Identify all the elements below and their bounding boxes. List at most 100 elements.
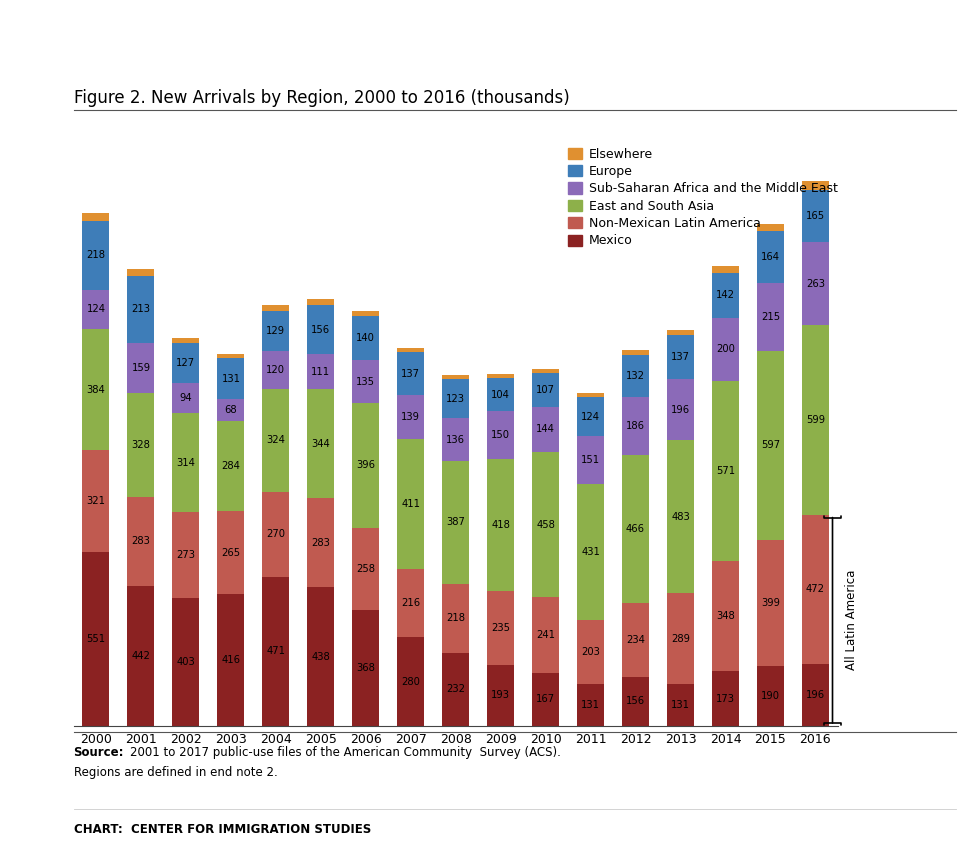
Text: 131: 131 <box>221 374 240 384</box>
Text: Regions are defined in end note 2.: Regions are defined in end note 2. <box>74 766 277 779</box>
Text: 140: 140 <box>357 333 375 343</box>
Bar <box>802 326 829 515</box>
Text: 232: 232 <box>446 685 466 694</box>
Bar <box>397 395 424 439</box>
Text: 283: 283 <box>131 537 150 546</box>
Text: 123: 123 <box>446 394 466 404</box>
Text: 348: 348 <box>716 612 735 621</box>
Text: 139: 139 <box>401 412 420 423</box>
Bar <box>622 603 649 677</box>
Text: 270: 270 <box>267 529 285 539</box>
Bar <box>172 599 199 726</box>
Text: 213: 213 <box>131 304 151 314</box>
Bar <box>82 450 110 551</box>
Bar <box>352 403 379 528</box>
Text: 321: 321 <box>86 496 106 506</box>
Text: 418: 418 <box>491 520 511 529</box>
Bar <box>82 213 110 221</box>
Bar <box>712 272 739 318</box>
Text: 416: 416 <box>221 655 240 665</box>
Text: 396: 396 <box>357 460 375 471</box>
Text: 137: 137 <box>671 352 690 362</box>
Text: 124: 124 <box>581 411 600 422</box>
Text: 144: 144 <box>536 424 555 435</box>
Text: 471: 471 <box>267 647 285 656</box>
Bar <box>532 673 560 726</box>
Bar <box>263 305 289 311</box>
Bar <box>802 515 829 664</box>
Bar <box>352 311 379 316</box>
Bar <box>442 461 469 583</box>
Text: 571: 571 <box>716 466 735 476</box>
Text: 104: 104 <box>491 390 511 399</box>
Text: 186: 186 <box>626 421 645 431</box>
Bar <box>667 335 694 379</box>
Text: 218: 218 <box>86 250 106 260</box>
Bar <box>577 685 604 726</box>
Bar <box>487 378 514 411</box>
Bar <box>622 350 649 355</box>
Bar <box>442 380 469 418</box>
Text: 328: 328 <box>131 440 150 450</box>
Text: 284: 284 <box>221 460 240 471</box>
Text: Figure 2. New Arrivals by Region, 2000 to 2016 (thousands): Figure 2. New Arrivals by Region, 2000 t… <box>74 89 569 107</box>
Bar <box>127 586 155 726</box>
Text: 234: 234 <box>626 635 645 644</box>
Text: 599: 599 <box>806 415 825 425</box>
Text: 215: 215 <box>760 312 780 322</box>
Bar <box>712 266 739 272</box>
Bar <box>487 665 514 726</box>
Bar <box>127 393 155 497</box>
Text: 258: 258 <box>357 564 375 574</box>
Text: 167: 167 <box>536 694 556 704</box>
Bar <box>667 379 694 441</box>
Text: 273: 273 <box>176 551 195 560</box>
Bar <box>82 551 110 726</box>
Bar <box>397 348 424 352</box>
Text: 131: 131 <box>671 700 690 710</box>
Bar <box>172 343 199 383</box>
Bar <box>802 664 829 726</box>
Text: 218: 218 <box>446 613 466 623</box>
Text: 132: 132 <box>626 371 645 381</box>
Text: 196: 196 <box>806 690 825 700</box>
Text: 156: 156 <box>312 325 330 334</box>
Text: 265: 265 <box>221 547 240 557</box>
Bar <box>532 373 560 406</box>
Text: 164: 164 <box>760 253 780 262</box>
Bar <box>218 510 244 594</box>
Text: 466: 466 <box>626 524 645 534</box>
Text: 156: 156 <box>626 696 645 706</box>
Bar <box>397 352 424 395</box>
Text: 263: 263 <box>806 279 825 289</box>
Text: All Latin America: All Latin America <box>845 570 858 671</box>
Bar <box>172 413 199 512</box>
Text: 411: 411 <box>401 499 420 509</box>
Bar <box>218 421 244 510</box>
Bar <box>577 397 604 436</box>
Bar <box>82 289 110 329</box>
Bar <box>487 459 514 591</box>
Text: 200: 200 <box>716 344 735 354</box>
Bar <box>712 561 739 671</box>
Bar <box>352 610 379 726</box>
Text: 151: 151 <box>581 455 600 466</box>
Bar <box>802 180 829 190</box>
Bar <box>532 452 560 597</box>
Text: 280: 280 <box>401 677 420 686</box>
Text: 127: 127 <box>176 358 195 369</box>
Bar <box>172 338 199 343</box>
Bar <box>667 330 694 335</box>
Bar <box>308 389 334 498</box>
Bar <box>487 591 514 665</box>
Text: 120: 120 <box>267 365 285 375</box>
Text: 483: 483 <box>671 512 690 521</box>
Text: 203: 203 <box>581 648 600 657</box>
Legend: Elsewhere, Europe, Sub-Saharan Africa and the Middle East, East and South Asia, : Elsewhere, Europe, Sub-Saharan Africa an… <box>567 148 838 247</box>
Text: 129: 129 <box>267 326 285 336</box>
Bar <box>397 637 424 726</box>
Bar <box>487 411 514 459</box>
Bar <box>397 570 424 637</box>
Text: 2001 to 2017 public-use files of the American Community  Survey (ACS).: 2001 to 2017 public-use files of the Ame… <box>130 746 562 758</box>
Bar <box>442 583 469 653</box>
